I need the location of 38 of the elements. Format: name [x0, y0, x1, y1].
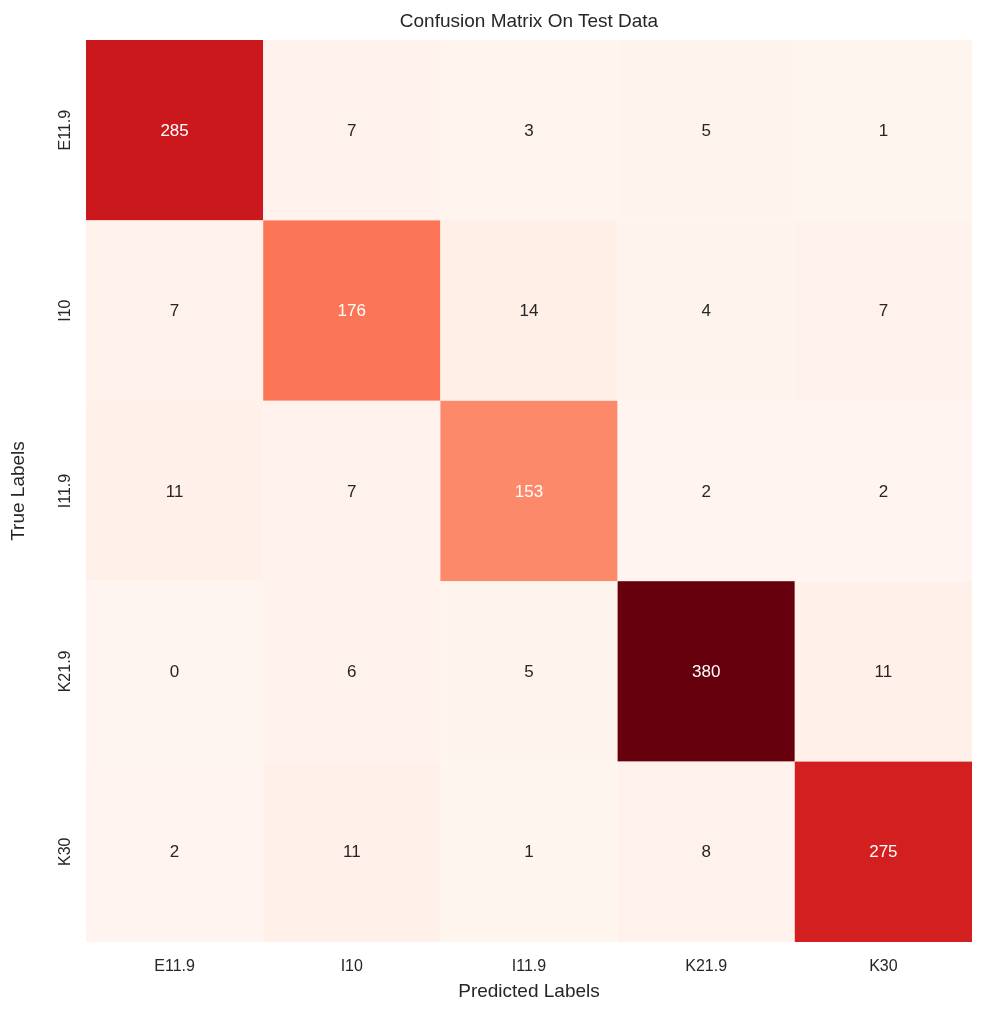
data-label: 2: [169, 842, 180, 862]
y-tick-label: I10: [56, 299, 73, 322]
data-label: 153: [514, 481, 544, 501]
y-axis-title: True Labels: [7, 441, 29, 541]
data-label: 11: [342, 842, 361, 862]
x-tick-label: I10: [340, 957, 364, 975]
data-label: 1: [524, 842, 534, 862]
y-tick-label: K30: [56, 837, 73, 867]
data-label: 285: [160, 120, 189, 140]
data-label: 2: [701, 481, 711, 501]
data-label: 7: [347, 481, 357, 501]
data-label: 11: [165, 481, 184, 501]
x-tick-label: I11.9: [511, 957, 547, 975]
data-label: 4: [701, 301, 711, 321]
data-label: 14: [519, 301, 539, 321]
data-label: 2: [878, 481, 889, 501]
x-tick-label: E11.9: [154, 957, 196, 975]
chart-title: Confusion Matrix On Test Data: [398, 10, 660, 32]
data-label: 5: [524, 661, 534, 681]
x-tick-label: K30: [869, 957, 898, 975]
data-label: 380: [692, 661, 721, 681]
data-label: 5: [701, 120, 711, 140]
y-tick-label: K21.9: [56, 650, 73, 693]
data-label: 7: [169, 301, 180, 321]
data-label: 1: [878, 120, 889, 140]
data-label: 6: [347, 661, 357, 681]
x-axis-title: Predicted Labels: [457, 980, 601, 1002]
x-tick-label: K21.9: [685, 957, 728, 975]
y-tick-label: E11.9: [56, 109, 73, 151]
y-tick-label: I11.9: [56, 473, 73, 509]
data-label: 0: [169, 661, 180, 681]
data-label: 11: [874, 661, 893, 681]
data-label: 7: [347, 120, 357, 140]
data-label: 275: [869, 842, 898, 862]
data-label: 3: [524, 120, 534, 140]
data-label: 8: [701, 842, 711, 862]
data-label: 176: [337, 301, 366, 321]
data-label: 7: [878, 301, 889, 321]
